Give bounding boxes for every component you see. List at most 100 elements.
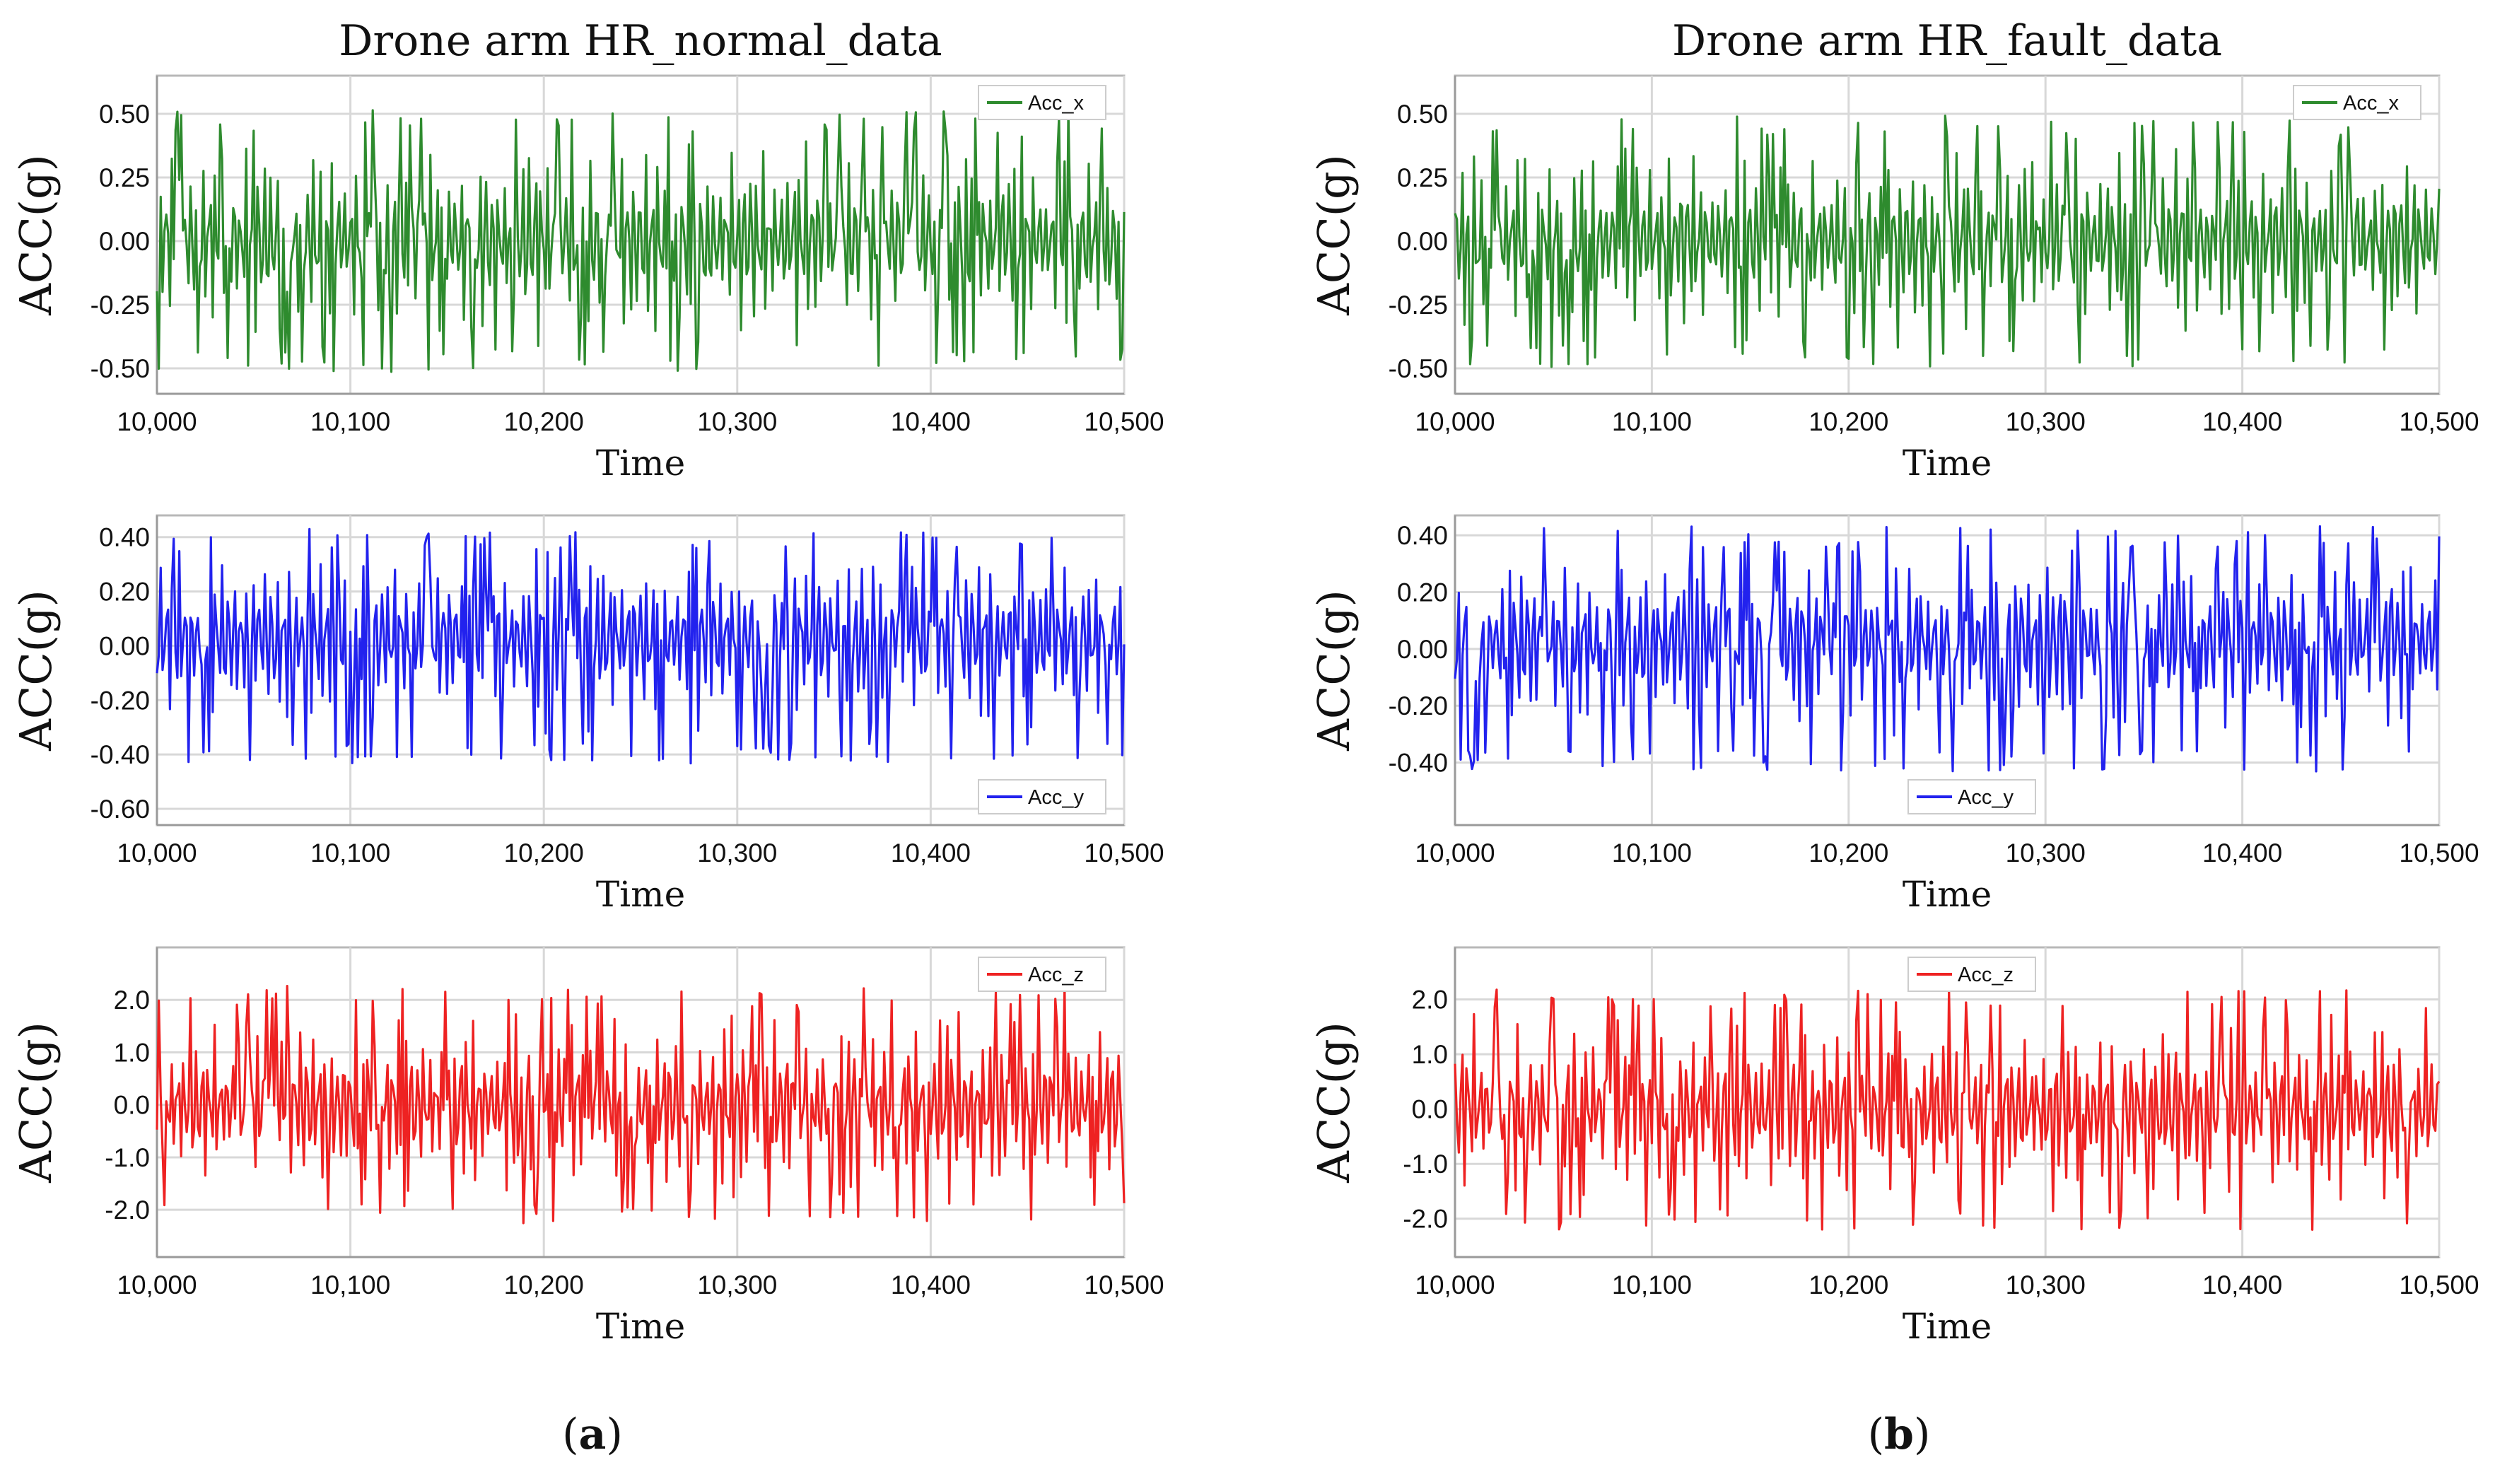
y-axis-label: ACC(g) bbox=[1308, 590, 1360, 752]
y-tick-label: 0.20 bbox=[99, 578, 150, 607]
y-tick-label: 1.0 bbox=[1412, 1040, 1448, 1069]
y-tick-label: 0.00 bbox=[99, 631, 150, 660]
legend-label: Acc_x bbox=[2343, 92, 2399, 115]
y-tick-label: -2.0 bbox=[105, 1196, 150, 1225]
x-tick-label: 10,000 bbox=[1415, 407, 1495, 436]
series-line-acc_y bbox=[156, 527, 1126, 765]
y-tick-label: 0.00 bbox=[1397, 227, 1448, 256]
x-tick-label: 10,200 bbox=[504, 407, 584, 436]
legend: Acc_y bbox=[1907, 779, 2036, 814]
x-tick-label: 10,500 bbox=[1084, 407, 1164, 436]
panel-label-a-letter: a bbox=[579, 1410, 607, 1459]
y-tick-label: -0.40 bbox=[1389, 749, 1448, 778]
x-axis-label: Time bbox=[596, 1306, 685, 1347]
x-tick-label: 10,100 bbox=[1612, 407, 1692, 436]
x-tick-label: 10,400 bbox=[2202, 839, 2282, 867]
y-tick-label: 2.0 bbox=[114, 986, 150, 1015]
panel-label-b: (b) bbox=[1868, 1410, 1931, 1459]
y-tick-label: 0.40 bbox=[99, 523, 150, 552]
y-tick-label: 0.25 bbox=[99, 163, 150, 192]
x-tick-label: 10,300 bbox=[697, 407, 777, 436]
x-tick-label: 10,000 bbox=[117, 1270, 197, 1299]
y-tick-label: 2.0 bbox=[1412, 986, 1448, 1015]
x-tick-label: 10,300 bbox=[2006, 839, 2086, 867]
legend-label: Acc_x bbox=[1028, 92, 1084, 115]
series-line-acc_z bbox=[1454, 988, 2441, 1231]
x-tick-label: 10,500 bbox=[2399, 1270, 2479, 1299]
legend: Acc_z bbox=[978, 957, 1106, 992]
x-axis-label: Time bbox=[596, 443, 685, 484]
x-tick-label: 10,500 bbox=[2399, 407, 2479, 436]
chart-a-acc_x: Drone arm HR_normal_data -0.50 -0.25 0.00 0.… bbox=[10, 16, 1164, 484]
y-tick-label: 0.25 bbox=[1397, 163, 1448, 192]
x-tick-label: 10,300 bbox=[697, 1270, 777, 1299]
chart-b-acc_y: -0.40 -0.20 0.00 0.20 0.40 10,000 10,100 10,200… bbox=[1308, 514, 2479, 915]
chart-title: Drone arm HR_normal_data bbox=[339, 16, 942, 66]
y-axis-label: ACC(g) bbox=[10, 590, 62, 752]
x-tick-label: 10,400 bbox=[891, 1270, 971, 1299]
y-tick-label: 0.50 bbox=[99, 100, 150, 129]
legend: Acc_x bbox=[978, 85, 1106, 120]
y-tick-label: 0.50 bbox=[1397, 100, 1448, 129]
legend: Acc_z bbox=[1907, 957, 2036, 992]
legend: Acc_x bbox=[2293, 85, 2421, 120]
x-tick-label: 10,100 bbox=[310, 1270, 390, 1299]
x-tick-label: 10,400 bbox=[891, 407, 971, 436]
plot-area bbox=[156, 514, 1126, 826]
y-tick-label: -0.20 bbox=[1389, 691, 1448, 720]
y-axis-label: ACC(g) bbox=[1308, 1022, 1360, 1184]
x-tick-label: 10,200 bbox=[504, 1270, 584, 1299]
x-axis-label: Time bbox=[596, 874, 685, 915]
y-tick-label: 0.0 bbox=[1412, 1095, 1448, 1124]
y-tick-label: -0.60 bbox=[90, 795, 150, 824]
chart-b-acc_x: Drone arm HR_fault_data -0.50 -0.25 0.00 0.2… bbox=[1308, 16, 2479, 484]
x-tick-label: 10,400 bbox=[2202, 407, 2282, 436]
y-tick-label: -1.0 bbox=[1403, 1150, 1448, 1179]
y-tick-label: 0.40 bbox=[1397, 521, 1448, 550]
x-tick-label: 10,100 bbox=[310, 407, 390, 436]
y-tick-label: -0.50 bbox=[1389, 354, 1448, 383]
x-tick-label: 10,300 bbox=[2006, 1270, 2086, 1299]
y-tick-label: 0.0 bbox=[114, 1091, 150, 1120]
x-axis-label: Time bbox=[1903, 874, 1992, 915]
x-tick-label: 10,200 bbox=[504, 839, 584, 867]
x-tick-label: 10,500 bbox=[2399, 839, 2479, 867]
chart-a-acc_z: -2.0 -1.0 0.0 1.0 2.0 10,000 10,100 10,200 10,30… bbox=[10, 946, 1164, 1347]
legend-label: Acc_z bbox=[1958, 964, 2014, 986]
x-tick-label: 10,000 bbox=[1415, 1270, 1495, 1299]
y-tick-label: 1.0 bbox=[114, 1038, 150, 1067]
x-tick-label: 10,400 bbox=[891, 839, 971, 867]
series-line-acc_y bbox=[1454, 525, 2441, 773]
legend-label: Acc_z bbox=[1028, 964, 1084, 986]
chart-b-acc_z: -2.0 -1.0 0.0 1.0 2.0 10,000 10,100 10,200 10,30… bbox=[1308, 946, 2479, 1347]
x-tick-label: 10,100 bbox=[1612, 839, 1692, 867]
x-tick-label: 10,300 bbox=[2006, 407, 2086, 436]
x-axis-label: Time bbox=[1903, 1306, 1992, 1347]
y-tick-label: -0.20 bbox=[90, 686, 150, 715]
y-tick-label: 0.20 bbox=[1397, 578, 1448, 607]
x-tick-label: 10,400 bbox=[2202, 1270, 2282, 1299]
legend-label: Acc_y bbox=[1028, 786, 1084, 809]
legend-label: Acc_y bbox=[1958, 786, 2014, 809]
x-tick-label: 10,000 bbox=[117, 407, 197, 436]
y-tick-label: -1.0 bbox=[105, 1143, 150, 1172]
x-tick-label: 10,500 bbox=[1084, 1270, 1164, 1299]
series-line-acc_z bbox=[156, 985, 1126, 1225]
y-tick-label: 0.00 bbox=[1397, 635, 1448, 664]
x-tick-label: 10,100 bbox=[310, 839, 390, 867]
x-tick-label: 10,200 bbox=[1809, 839, 1888, 867]
x-tick-label: 10,100 bbox=[1612, 1270, 1692, 1299]
y-axis-label: ACC(g) bbox=[10, 154, 62, 316]
chart-a-acc_y: -0.60 -0.40 -0.20 0.00 0.20 0.40 10,000 10,100 1… bbox=[10, 514, 1164, 915]
x-tick-label: 10,000 bbox=[1415, 839, 1495, 867]
y-axis-label: ACC(g) bbox=[10, 1022, 62, 1184]
y-tick-label: -0.25 bbox=[1389, 291, 1448, 320]
x-tick-label: 10,300 bbox=[697, 839, 777, 867]
y-tick-label: -0.50 bbox=[90, 354, 150, 383]
legend: Acc_y bbox=[978, 779, 1106, 814]
y-tick-label: -2.0 bbox=[1403, 1205, 1448, 1234]
x-tick-label: 10,200 bbox=[1809, 1270, 1888, 1299]
series-line-acc_x bbox=[1454, 115, 2441, 368]
y-tick-label: -0.40 bbox=[90, 740, 150, 769]
